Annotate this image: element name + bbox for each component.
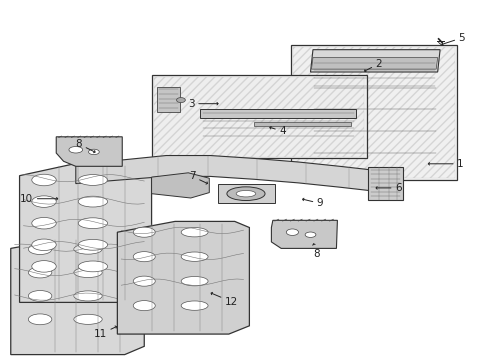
Ellipse shape <box>181 301 208 310</box>
Ellipse shape <box>74 314 102 324</box>
Text: 12: 12 <box>211 292 238 307</box>
Ellipse shape <box>78 218 107 229</box>
Ellipse shape <box>88 149 99 155</box>
Ellipse shape <box>28 244 52 255</box>
Polygon shape <box>254 122 350 126</box>
Polygon shape <box>310 50 439 72</box>
Ellipse shape <box>181 252 208 261</box>
Ellipse shape <box>32 196 56 207</box>
Text: 6: 6 <box>375 183 401 193</box>
Ellipse shape <box>69 147 82 153</box>
Ellipse shape <box>78 175 107 185</box>
Ellipse shape <box>28 314 52 325</box>
Text: 7: 7 <box>188 171 207 184</box>
Text: 11: 11 <box>93 326 116 339</box>
Text: 8: 8 <box>312 244 320 259</box>
Polygon shape <box>271 220 337 248</box>
Ellipse shape <box>181 228 208 237</box>
Ellipse shape <box>133 252 155 262</box>
Polygon shape <box>290 45 456 180</box>
Ellipse shape <box>32 239 56 251</box>
Polygon shape <box>56 137 122 166</box>
Ellipse shape <box>286 229 298 235</box>
Ellipse shape <box>28 267 52 278</box>
Polygon shape <box>217 184 274 203</box>
Ellipse shape <box>32 217 56 229</box>
Ellipse shape <box>74 291 102 301</box>
Text: 3: 3 <box>187 99 218 109</box>
Ellipse shape <box>32 261 56 272</box>
Polygon shape <box>367 167 403 200</box>
Text: 5: 5 <box>441 33 465 45</box>
Ellipse shape <box>305 232 315 238</box>
Polygon shape <box>200 109 355 118</box>
Ellipse shape <box>133 276 155 286</box>
Ellipse shape <box>133 227 155 237</box>
Polygon shape <box>76 156 371 191</box>
Polygon shape <box>157 87 180 112</box>
Polygon shape <box>151 75 366 158</box>
Ellipse shape <box>236 190 255 197</box>
Ellipse shape <box>181 276 208 286</box>
Ellipse shape <box>74 244 102 254</box>
Text: 4: 4 <box>269 126 285 136</box>
Ellipse shape <box>78 196 107 207</box>
Text: 1: 1 <box>427 159 463 169</box>
Ellipse shape <box>176 98 185 103</box>
Ellipse shape <box>78 239 107 250</box>
Text: 8: 8 <box>75 139 95 153</box>
Polygon shape <box>311 58 437 69</box>
Ellipse shape <box>74 267 102 278</box>
Polygon shape <box>151 173 209 198</box>
Polygon shape <box>20 163 151 302</box>
Ellipse shape <box>28 291 52 301</box>
Ellipse shape <box>133 301 155 311</box>
Ellipse shape <box>78 261 107 272</box>
Text: 10: 10 <box>20 194 58 204</box>
Text: 2: 2 <box>364 59 382 72</box>
Ellipse shape <box>32 174 56 186</box>
Polygon shape <box>11 238 144 355</box>
Polygon shape <box>117 221 249 334</box>
Ellipse shape <box>226 187 264 201</box>
Text: 9: 9 <box>302 198 323 208</box>
